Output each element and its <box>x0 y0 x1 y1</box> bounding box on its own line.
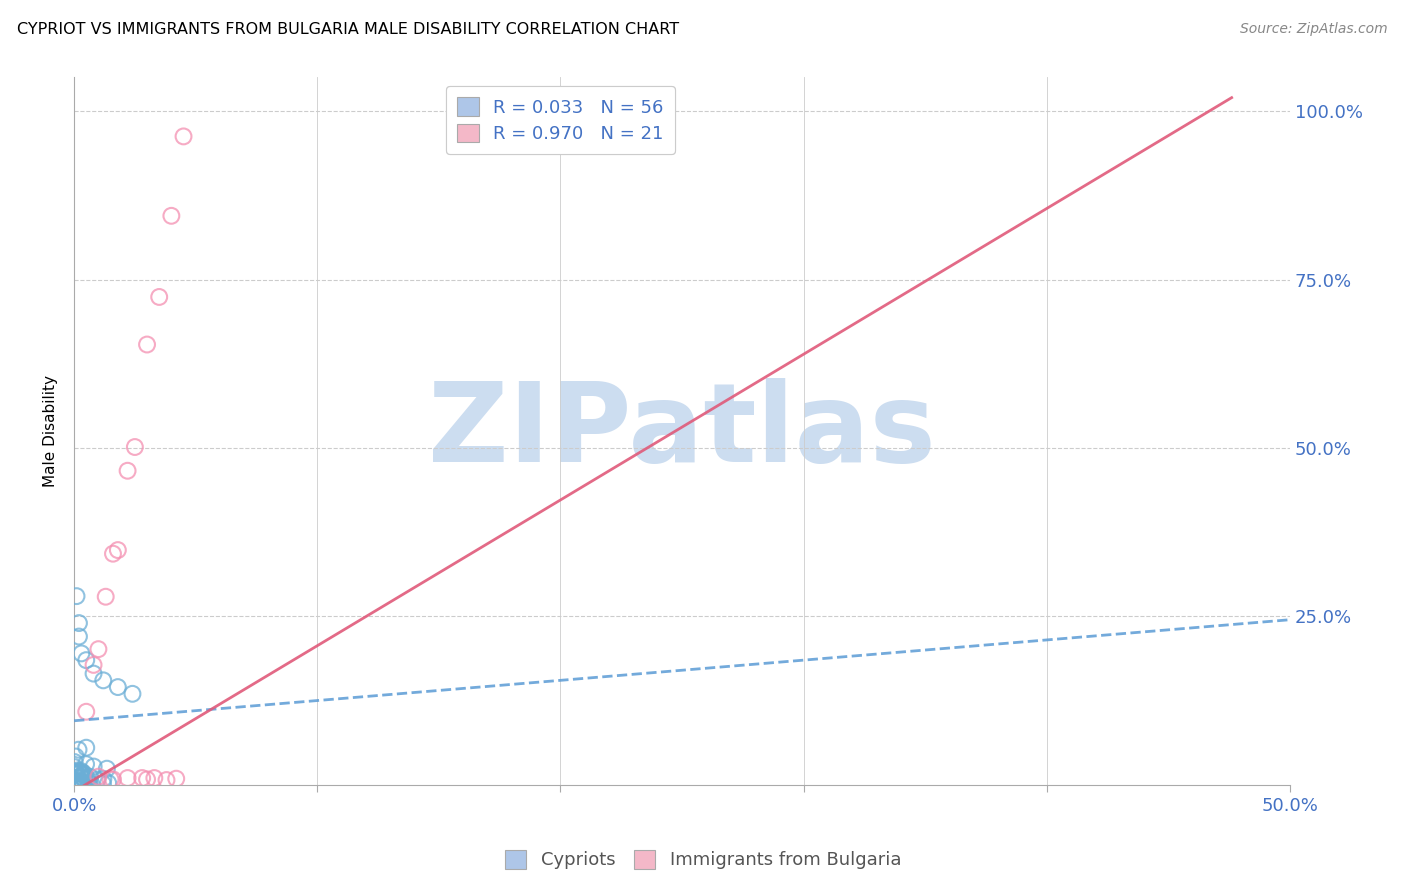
Point <box>131 771 153 785</box>
Point <box>63 755 86 769</box>
Text: ZIPatlas: ZIPatlas <box>429 377 936 484</box>
Point <box>65 589 87 603</box>
Point <box>136 772 159 787</box>
Point <box>173 129 195 144</box>
Point <box>87 642 110 657</box>
Point <box>66 777 89 791</box>
Point <box>117 771 139 785</box>
Point <box>143 771 166 785</box>
Point <box>63 777 86 791</box>
Point <box>72 776 94 790</box>
Point <box>66 777 89 791</box>
Point <box>83 666 105 681</box>
Point <box>63 774 86 789</box>
Point <box>124 440 146 454</box>
Point <box>65 767 87 781</box>
Point <box>72 765 94 780</box>
Point <box>66 772 89 786</box>
Point <box>94 590 117 604</box>
Point <box>65 749 87 764</box>
Point <box>65 774 87 789</box>
Legend: R = 0.033   N = 56, R = 0.970   N = 21: R = 0.033 N = 56, R = 0.970 N = 21 <box>446 87 675 154</box>
Point <box>66 774 89 789</box>
Point <box>87 770 110 784</box>
Point <box>67 630 90 644</box>
Point <box>66 764 89 778</box>
Point <box>165 772 187 786</box>
Point <box>65 775 87 789</box>
Point <box>73 767 96 781</box>
Point <box>160 209 183 223</box>
Legend: Cypriots, Immigrants from Bulgaria: Cypriots, Immigrants from Bulgaria <box>496 841 910 879</box>
Y-axis label: Male Disability: Male Disability <box>44 376 58 487</box>
Point <box>63 767 86 781</box>
Point <box>76 772 98 786</box>
Text: CYPRIOT VS IMMIGRANTS FROM BULGARIA MALE DISABILITY CORRELATION CHART: CYPRIOT VS IMMIGRANTS FROM BULGARIA MALE… <box>17 22 679 37</box>
Point <box>107 543 129 558</box>
Point <box>63 777 86 791</box>
Point <box>65 777 87 791</box>
Point <box>101 772 124 787</box>
Point <box>80 777 103 791</box>
Point <box>69 765 91 780</box>
Point <box>65 773 87 788</box>
Point <box>69 775 91 789</box>
Point <box>93 772 115 786</box>
Point <box>121 687 143 701</box>
Point <box>83 657 105 672</box>
Point <box>75 757 97 772</box>
Point <box>148 290 170 304</box>
Point <box>91 777 114 791</box>
Point <box>97 776 120 790</box>
Point <box>155 772 177 787</box>
Point <box>65 765 87 780</box>
Point <box>101 547 124 561</box>
Point <box>91 673 114 688</box>
Point <box>96 762 118 776</box>
Point <box>100 772 122 787</box>
Point <box>70 764 93 778</box>
Point <box>136 337 159 351</box>
Point <box>72 771 94 785</box>
Point <box>65 764 87 779</box>
Point <box>117 464 139 478</box>
Point <box>75 740 97 755</box>
Point <box>77 776 100 790</box>
Point <box>70 774 93 789</box>
Point <box>65 778 87 792</box>
Point <box>69 770 91 784</box>
Point <box>72 776 94 790</box>
Point <box>69 774 91 789</box>
Point <box>63 760 86 774</box>
Point <box>83 759 105 773</box>
Point <box>72 768 94 782</box>
Point <box>75 705 97 719</box>
Point <box>67 742 90 756</box>
Text: Source: ZipAtlas.com: Source: ZipAtlas.com <box>1240 22 1388 37</box>
Point <box>75 774 97 789</box>
Point <box>75 653 97 667</box>
Point <box>107 680 129 694</box>
Point <box>86 772 108 787</box>
Point <box>79 770 101 784</box>
Point <box>67 616 90 631</box>
Point <box>70 647 93 661</box>
Point <box>67 774 90 789</box>
